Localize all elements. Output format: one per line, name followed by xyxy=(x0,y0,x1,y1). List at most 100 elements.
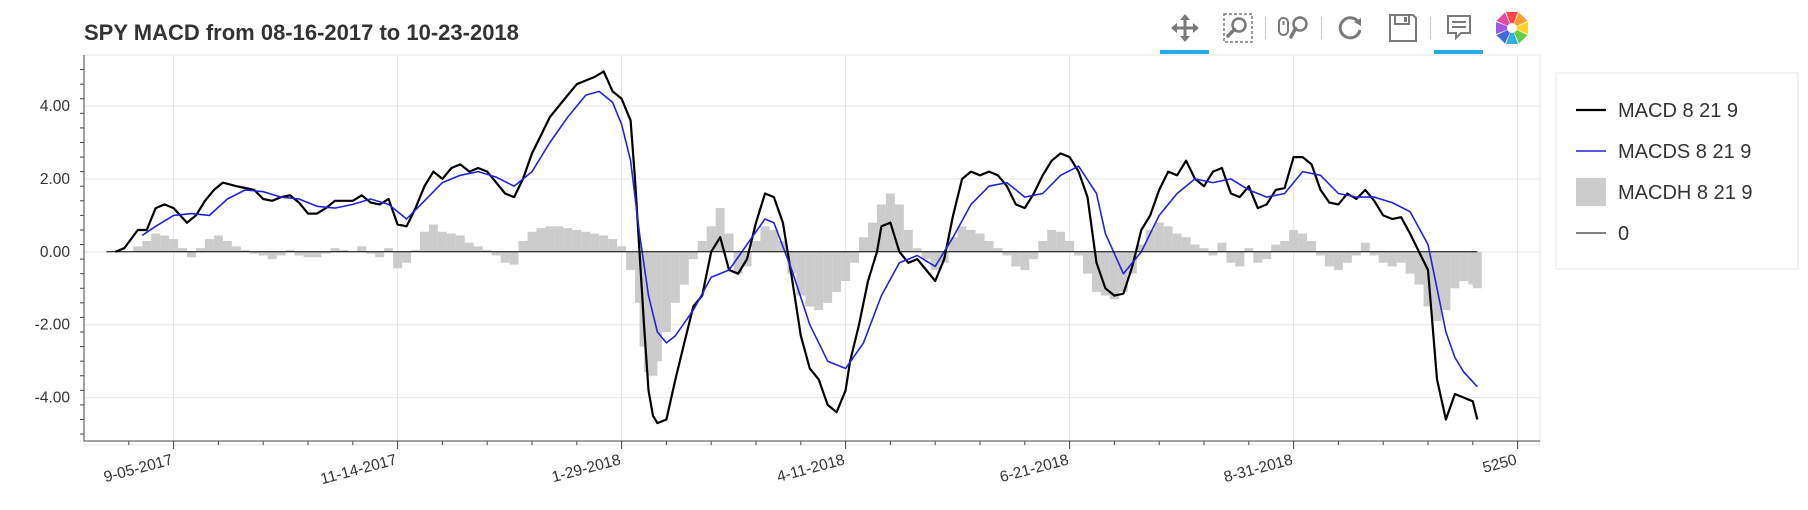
macdh-bar xyxy=(930,251,940,271)
wheel-zoom-icon xyxy=(1277,16,1308,39)
x-axis: 9-05-2017 11-14-2017 1-29-2018 4-11-2018 6-2… xyxy=(84,440,1540,488)
macdh-bar xyxy=(285,250,295,252)
macdh-bar xyxy=(213,235,223,252)
y-tick-label: 4.00 xyxy=(40,98,71,115)
reset-tool[interactable] xyxy=(1323,4,1376,52)
box-zoom-tool[interactable] xyxy=(1211,4,1264,52)
macdh-bar xyxy=(1109,251,1119,300)
macdh-bar xyxy=(1244,248,1254,252)
macdh-bar xyxy=(1002,251,1012,256)
macdh-bar xyxy=(823,251,833,303)
pan-tool[interactable] xyxy=(1158,4,1211,54)
macdh-bar xyxy=(1020,251,1030,271)
macdh-bar xyxy=(617,246,627,252)
macdh-bar xyxy=(312,251,322,258)
x-tick-label: 8-31-2018 xyxy=(1222,451,1295,486)
macdh-bar xyxy=(1289,229,1299,252)
macdh-bar xyxy=(1092,251,1101,292)
legend-label: MACDS 8 21 9 xyxy=(1618,141,1751,163)
y-tick-label: 2.00 xyxy=(40,171,71,188)
hover-icon xyxy=(1446,15,1471,41)
macdh-bar xyxy=(894,204,904,252)
reset-icon xyxy=(1338,16,1361,40)
macdh-bar xyxy=(1450,251,1460,289)
macdh-bar xyxy=(1316,251,1325,256)
hover-tool[interactable] xyxy=(1432,4,1485,54)
macdh-bar xyxy=(733,251,743,274)
macdh-bar xyxy=(366,251,376,254)
bokeh-logo-icon xyxy=(1495,12,1528,44)
y-tick-label: 0.00 xyxy=(40,244,71,261)
macdh-bar xyxy=(787,251,797,274)
macdh-bar xyxy=(1100,251,1110,296)
macdh-bar xyxy=(303,251,313,258)
macdh-bar xyxy=(1056,231,1066,252)
legend-box xyxy=(1555,72,1799,270)
x-tick-label: 5250 xyxy=(1481,451,1519,476)
macdh-bar xyxy=(572,229,582,252)
save-icon xyxy=(1388,14,1417,42)
save-tool[interactable] xyxy=(1376,4,1429,52)
macds-line xyxy=(141,90,1478,388)
x-tick-label: 1-29-2018 xyxy=(550,451,623,486)
macdh-bar xyxy=(670,251,680,303)
macdh-bar xyxy=(993,248,1003,252)
macdh-bar xyxy=(1459,251,1469,281)
macdh-bar xyxy=(554,226,564,252)
macdh-bar xyxy=(536,228,546,252)
macdh-bar xyxy=(527,231,537,252)
macdh-bar xyxy=(267,251,277,260)
legend-label: 0 xyxy=(1618,223,1629,245)
macdh-bar xyxy=(966,229,976,252)
macdh-bar xyxy=(204,239,214,252)
macdh-bar xyxy=(500,251,510,263)
macdh-bar xyxy=(1262,251,1272,260)
macdh-bar xyxy=(258,251,268,256)
macdh-bar xyxy=(402,251,412,263)
wheel-zoom-tool[interactable] xyxy=(1267,4,1320,52)
macdh-bar xyxy=(437,231,447,252)
macdh-bar xyxy=(1378,251,1388,263)
macdh-bar xyxy=(850,251,860,263)
macdh-bar xyxy=(1468,251,1478,285)
macdh-bar xyxy=(868,222,877,252)
macdh-bar xyxy=(339,250,349,252)
bokeh-logo[interactable] xyxy=(1485,4,1538,52)
macdh-bar xyxy=(142,240,152,252)
macdh-bar xyxy=(832,251,842,292)
macdh-bar xyxy=(330,248,340,252)
macdh-bar xyxy=(384,248,394,252)
macdh-bar xyxy=(196,248,205,252)
macdh-bar xyxy=(841,251,851,281)
macdh-bar xyxy=(1472,251,1482,289)
macdh-bar xyxy=(482,250,492,252)
macd-line xyxy=(114,70,1479,425)
macdh-bar xyxy=(903,229,913,252)
macdh-bar xyxy=(375,251,385,258)
macdh-bar xyxy=(715,208,725,252)
macdh-bar xyxy=(1145,229,1155,252)
plot-toolbar xyxy=(1158,0,1538,56)
macdh-bar xyxy=(1199,248,1209,252)
chart-title: SPY MACD from 08-16-2017 to 10-23-2018 xyxy=(84,20,519,45)
macdh-bar xyxy=(688,251,698,260)
macdh-bar xyxy=(1190,244,1200,252)
macdh-bar xyxy=(294,251,304,256)
macdh-bar xyxy=(1038,240,1048,252)
macdh-bar xyxy=(276,251,286,256)
macdh-bar xyxy=(249,251,259,254)
macdh-bar xyxy=(796,251,806,296)
macdh-bar xyxy=(1163,226,1173,252)
macdh-bar xyxy=(321,251,331,254)
macdh-bar xyxy=(975,233,985,252)
macdh-bar xyxy=(411,250,420,252)
macdh-bar xyxy=(420,231,429,252)
macdh-bar xyxy=(661,251,671,333)
macdh-bar xyxy=(151,233,161,252)
chart-lines xyxy=(106,70,1479,425)
macdh-bar xyxy=(1181,237,1191,252)
macdh-bar xyxy=(464,242,474,252)
box-zoom-icon xyxy=(1222,13,1253,43)
toolbar-separator xyxy=(1321,17,1322,39)
